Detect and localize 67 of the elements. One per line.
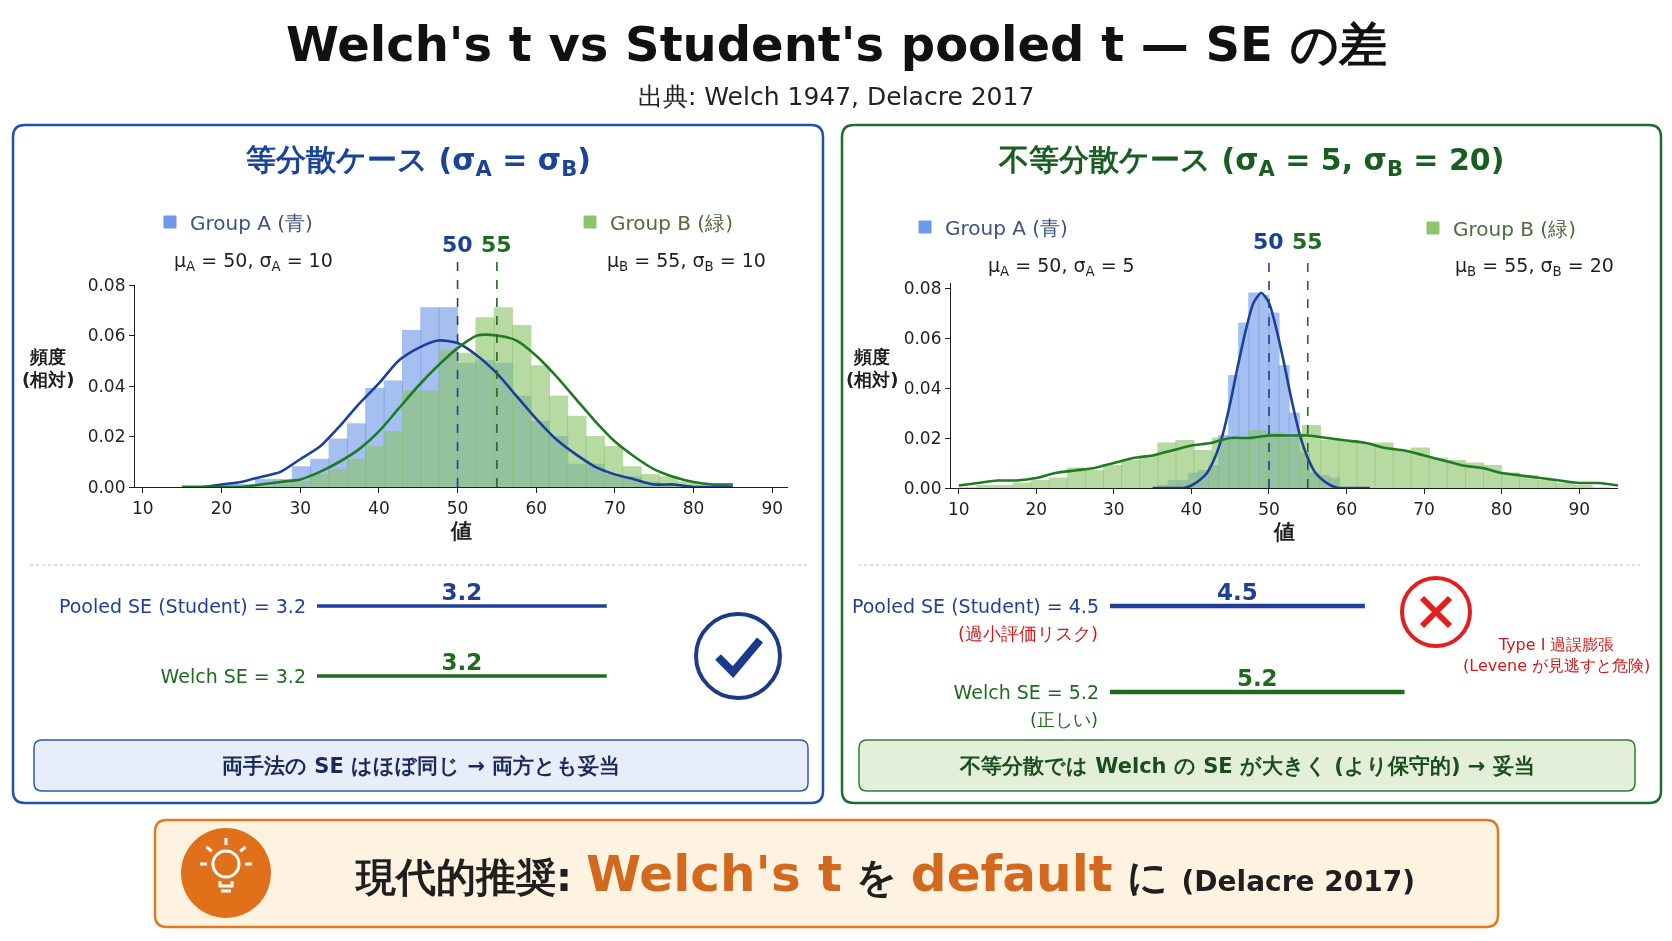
text: μ$_{A}$ = 50, σ$_{A}$ = 5 bbox=[988, 254, 1135, 279]
text: (正しい) bbox=[1030, 709, 1099, 730]
text: 両手法の SE はほぼ同じ → 両方とも妥当 bbox=[222, 754, 621, 778]
x-tick-label: 70 bbox=[604, 497, 626, 518]
legend-label: Group B (緑) bbox=[1453, 216, 1576, 241]
ref-line-label: 50 bbox=[1253, 229, 1284, 254]
x-tick-label: 10 bbox=[132, 497, 154, 518]
y-tick-label: Pooled SE (Student) = 4.5 bbox=[851, 594, 1099, 617]
x-tick-label: 70 bbox=[1413, 498, 1435, 519]
text: 現代的推奨: bbox=[354, 854, 572, 900]
x-tick-label: 10 bbox=[947, 498, 970, 519]
x-tick-label: 50 bbox=[446, 497, 469, 518]
x-tick-label: 80 bbox=[682, 497, 705, 518]
text: 不等分散では Welch の SE が大きく (より保守的) → 妥当 bbox=[959, 754, 1535, 778]
text: Welch's t bbox=[585, 845, 842, 903]
text: μ$_{A}$ = 50, σ$_{A}$ = 10 bbox=[174, 249, 333, 274]
y-tick-label: 0.08 bbox=[87, 274, 126, 295]
y-tick-label: 0.06 bbox=[87, 325, 126, 346]
ref-line-label: 55 bbox=[481, 232, 512, 257]
y-tick-label: 0.00 bbox=[87, 476, 126, 497]
ref-line-label: 55 bbox=[1292, 229, 1323, 254]
data-label: 3.2 bbox=[441, 649, 483, 676]
y-tick-label: 0.00 bbox=[903, 477, 942, 498]
text: default bbox=[910, 845, 1113, 903]
data-label: 5.2 bbox=[1236, 665, 1278, 692]
y-tick-label: 0.02 bbox=[903, 427, 942, 448]
text: Type I 過誤膨張 (Levene が見逃すと危険) bbox=[1463, 635, 1651, 675]
x-tick-label: 60 bbox=[525, 497, 548, 518]
text: (Delacre 2017) bbox=[1181, 865, 1415, 898]
x-tick-label: 60 bbox=[1335, 498, 1358, 519]
x-tick-label: 20 bbox=[210, 497, 233, 518]
y-tick-label: Pooled SE (Student) = 3.2 bbox=[58, 594, 306, 617]
x-tick-label: 90 bbox=[761, 497, 784, 518]
legend-label: Group B (緑) bbox=[610, 210, 733, 235]
legend-label: Group A (青) bbox=[190, 210, 313, 235]
x-tick-label: 40 bbox=[1180, 498, 1203, 519]
x-axis-title: 値 bbox=[450, 518, 472, 543]
x-tick-label: 90 bbox=[1568, 498, 1591, 519]
y-tick-label: Welch SE = 5.2 bbox=[953, 680, 1099, 703]
y-tick-label: 0.02 bbox=[87, 426, 126, 447]
text: に bbox=[1126, 854, 1168, 900]
legend-label: Group A (青) bbox=[945, 215, 1068, 240]
chart-title: 等分散ケース (σ$_{A}$ = σ$_{B}$) bbox=[245, 142, 591, 182]
text: (過小評価リスク) bbox=[958, 623, 1099, 644]
x-tick-label: 30 bbox=[289, 497, 312, 518]
text: を bbox=[855, 854, 897, 900]
y-tick-label: 0.04 bbox=[903, 377, 942, 398]
y-tick-label: 0.04 bbox=[87, 375, 126, 396]
ref-line-label: 50 bbox=[442, 232, 473, 257]
text: μ$_{B}$ = 55, σ$_{B}$ = 20 bbox=[1455, 254, 1614, 279]
x-tick-label: 30 bbox=[1103, 498, 1125, 519]
x-tick-label: 80 bbox=[1490, 498, 1513, 519]
data-label: 3.2 bbox=[441, 579, 483, 606]
x-tick-label: 40 bbox=[368, 497, 390, 518]
y-axis-title: 頻度 (相対) bbox=[846, 346, 899, 391]
y-tick-label: 0.06 bbox=[903, 327, 942, 348]
y-axis-title: 頻度 (相対) bbox=[22, 346, 75, 391]
x-axis-title: 値 bbox=[1273, 519, 1295, 544]
data-label: 4.5 bbox=[1217, 579, 1258, 606]
y-tick-label: 0.08 bbox=[903, 277, 942, 298]
x-tick-label: 20 bbox=[1025, 498, 1048, 519]
x-tick-label: 50 bbox=[1258, 498, 1280, 519]
y-tick-label: Welch SE = 3.2 bbox=[160, 664, 306, 687]
text: Welch's t vs Student's pooled t — SE の差 bbox=[286, 16, 1387, 72]
chart-title: 不等分散ケース (σ$_{A}$ = 5, σ$_{B}$ = 20) bbox=[998, 142, 1505, 182]
text: 出典: Welch 1947, Delacre 2017 bbox=[638, 82, 1035, 111]
text: μ$_{B}$ = 55, σ$_{B}$ = 10 bbox=[607, 249, 766, 274]
